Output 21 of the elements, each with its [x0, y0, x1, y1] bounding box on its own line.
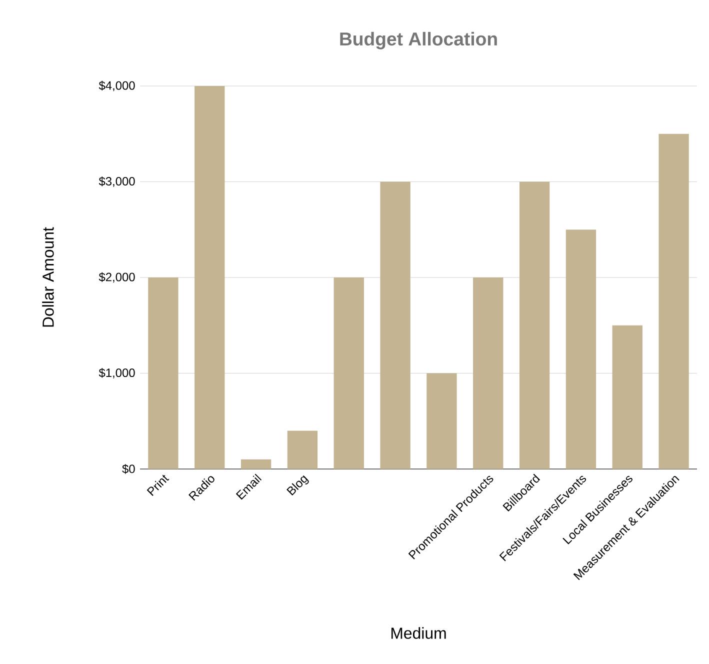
y-tick-label: $3,000	[98, 176, 135, 187]
x-axis-title: Medium	[391, 627, 446, 639]
bar	[519, 182, 550, 469]
x-tick-label: Blog	[286, 475, 309, 496]
bar	[612, 325, 642, 469]
bar	[658, 134, 689, 469]
bar	[240, 459, 272, 469]
bar	[566, 230, 596, 469]
chart-title: Budget Allocation	[340, 32, 497, 50]
y-tick-label: $2,000	[98, 272, 135, 283]
y-tick-label: $4,000	[98, 80, 135, 92]
bar	[426, 373, 457, 469]
y-tick-label: $0	[122, 464, 135, 474]
y-axis-title: Dollar Amount	[42, 227, 54, 327]
bar	[287, 430, 318, 469]
bar	[334, 278, 364, 469]
bar	[380, 182, 410, 469]
bar	[473, 278, 504, 469]
bar	[194, 86, 225, 469]
y-tick-label: $1,000	[98, 368, 135, 378]
bar	[148, 278, 178, 469]
